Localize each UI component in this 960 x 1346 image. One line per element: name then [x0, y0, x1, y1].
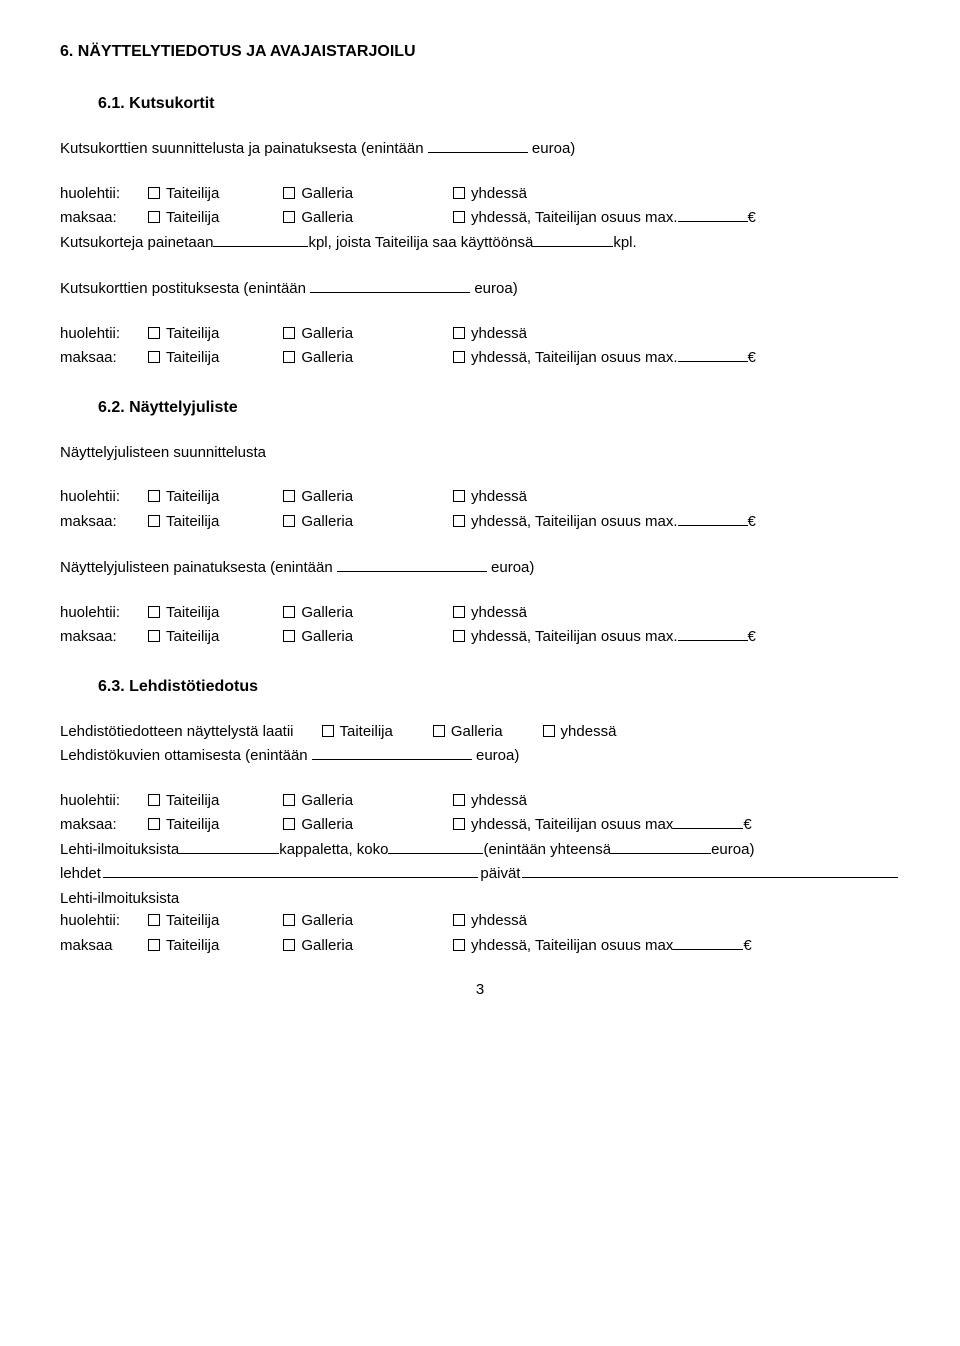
checkbox-yhdessa[interactable] [453, 327, 465, 339]
blank-kpl2[interactable] [533, 232, 613, 247]
checkbox-galleria[interactable] [283, 327, 295, 339]
checkbox-yhdessa[interactable] [453, 794, 465, 806]
blank-s62-amount[interactable] [337, 557, 487, 572]
blank-photo-amount[interactable] [312, 745, 472, 760]
row-huolehtii: huolehtii: Taiteilija Galleria yhdessä [60, 183, 900, 206]
blank-share[interactable] [678, 626, 748, 641]
page-number: 3 [60, 979, 900, 1002]
blank-share[interactable] [673, 814, 743, 829]
checkbox-yhdessa-max[interactable] [453, 515, 465, 527]
checkbox-yhdessa-max[interactable] [453, 351, 465, 363]
checkbox-taiteilija[interactable] [148, 606, 160, 618]
row-huolehtii-s63: huolehtii: Taiteilija Galleria yhdessä [60, 790, 900, 813]
blank-paivat[interactable] [522, 863, 898, 878]
row-maksaa-ads: maksaa Taiteilija Galleria yhdessä, Tait… [60, 935, 900, 958]
s61-postage-line: Kutsukorttien postituksesta (enintään eu… [60, 278, 900, 301]
s61-printed-line: Kutsukorteja painetaan kpl, joista Taite… [60, 232, 900, 255]
checkbox-taiteilija[interactable] [148, 630, 160, 642]
checkbox-galleria[interactable] [283, 818, 295, 830]
row-maksaa: maksaa: Taiteilija Galleria yhdessä, Tai… [60, 207, 900, 230]
blank-s61-amount[interactable] [428, 138, 528, 153]
row-huolehtii: huolehtii: Taiteilija Galleria yhdessä [60, 323, 900, 346]
checkbox-galleria[interactable] [433, 725, 445, 737]
blank-share[interactable] [678, 207, 748, 222]
s62-design-line: Näyttelyjulisteen suunnittelusta [60, 442, 900, 465]
checkbox-taiteilija[interactable] [148, 914, 160, 926]
s63-photo-line: Lehdistökuvien ottamisesta (enintään eur… [60, 745, 900, 768]
checkbox-galleria[interactable] [283, 351, 295, 363]
section-6-title: 6. NÄYTTELYTIEDOTUS JA AVAJAISTARJOILU [60, 40, 900, 64]
checkbox-galleria[interactable] [283, 794, 295, 806]
row-maksaa: maksaa: Taiteilija Galleria yhdessä, Tai… [60, 511, 900, 534]
section-6-1-heading: 6.1. Kutsukortit [98, 92, 900, 116]
checkbox-taiteilija[interactable] [148, 818, 160, 830]
blank-kpl[interactable] [213, 232, 308, 247]
checkbox-galleria[interactable] [283, 939, 295, 951]
s62-responsibility-block-2: huolehtii: Taiteilija Galleria yhdessä m… [60, 602, 900, 649]
checkbox-taiteilija[interactable] [148, 794, 160, 806]
checkbox-yhdessa[interactable] [453, 914, 465, 926]
checkbox-yhdessa[interactable] [543, 725, 555, 737]
s61-responsibility-block-1: huolehtii: Taiteilija Galleria yhdessä m… [60, 183, 900, 255]
checkbox-yhdessa-max[interactable] [453, 939, 465, 951]
checkbox-yhdessa[interactable] [453, 490, 465, 502]
checkbox-taiteilija[interactable] [322, 725, 334, 737]
checkbox-yhdessa-max[interactable] [453, 818, 465, 830]
checkbox-yhdessa-max[interactable] [453, 630, 465, 642]
blank-postage-amount[interactable] [310, 278, 470, 293]
blank-ads-size[interactable] [388, 839, 483, 854]
checkbox-galleria[interactable] [283, 914, 295, 926]
section-6-2-heading: 6.2. Näyttelyjuliste [98, 396, 900, 420]
checkbox-galleria[interactable] [283, 515, 295, 527]
s62-responsibility-block-1: huolehtii: Taiteilija Galleria yhdessä m… [60, 486, 900, 533]
s61-design-print-line: Kutsukorttien suunnittelusta ja painatuk… [60, 138, 900, 161]
row-huolehtii-ads: huolehtii: Taiteilija Galleria yhdessä [60, 910, 900, 933]
blank-share[interactable] [678, 347, 748, 362]
checkbox-galleria[interactable] [283, 630, 295, 642]
checkbox-taiteilija[interactable] [148, 211, 160, 223]
s62-print-line: Näyttelyjulisteen painatuksesta (enintää… [60, 557, 900, 580]
blank-ads-total[interactable] [611, 839, 711, 854]
blank-lehdet[interactable] [103, 863, 479, 878]
section-6-3-heading: 6.3. Lehdistötiedotus [98, 675, 900, 699]
row-huolehtii: huolehtii: Taiteilija Galleria yhdessä [60, 486, 900, 509]
s63-press-line: Lehdistötiedotteen näyttelystä laatii Ta… [60, 721, 900, 744]
s63-ads2-line: Lehti-ilmoituksista [60, 888, 900, 911]
checkbox-galleria[interactable] [283, 187, 295, 199]
s63-ads-line: Lehti-ilmoituksista kappaletta, koko (en… [60, 839, 900, 862]
checkbox-yhdessa[interactable] [453, 187, 465, 199]
row-huolehtii: huolehtii: Taiteilija Galleria yhdessä [60, 602, 900, 625]
blank-ads-count[interactable] [179, 839, 279, 854]
checkbox-taiteilija[interactable] [148, 187, 160, 199]
checkbox-galleria[interactable] [283, 211, 295, 223]
s61-responsibility-block-2: huolehtii: Taiteilija Galleria yhdessä m… [60, 323, 900, 370]
checkbox-taiteilija[interactable] [148, 327, 160, 339]
checkbox-yhdessa[interactable] [453, 606, 465, 618]
checkbox-taiteilija[interactable] [148, 490, 160, 502]
row-maksaa-s63: maksaa: Taiteilija Galleria yhdessä, Tai… [60, 814, 900, 837]
blank-share[interactable] [673, 935, 743, 950]
checkbox-taiteilija[interactable] [148, 515, 160, 527]
s63-lehdet-paivat: lehdet päivät [60, 863, 900, 886]
checkbox-galleria[interactable] [283, 490, 295, 502]
blank-share[interactable] [678, 511, 748, 526]
checkbox-taiteilija[interactable] [148, 939, 160, 951]
checkbox-yhdessa-max[interactable] [453, 211, 465, 223]
checkbox-taiteilija[interactable] [148, 351, 160, 363]
checkbox-galleria[interactable] [283, 606, 295, 618]
row-maksaa: maksaa: Taiteilija Galleria yhdessä, Tai… [60, 626, 900, 649]
row-maksaa: maksaa: Taiteilija Galleria yhdessä, Tai… [60, 347, 900, 370]
